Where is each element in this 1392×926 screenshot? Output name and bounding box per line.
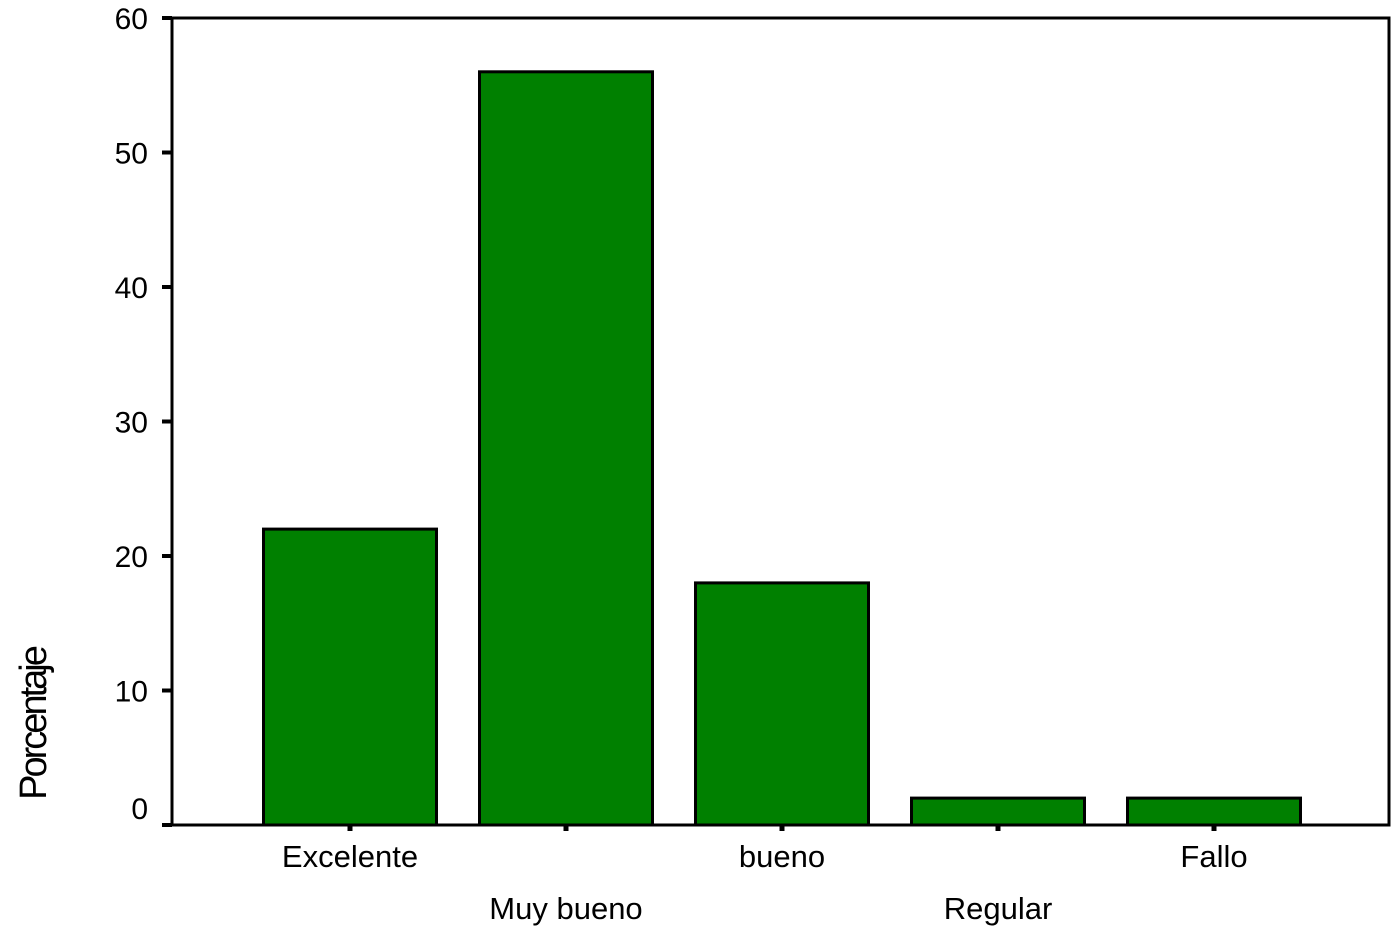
x-category-label: Muy bueno xyxy=(489,891,642,926)
x-category-label: Regular xyxy=(944,891,1053,926)
y-tick-label: 40 xyxy=(115,272,148,305)
bar-muy-bueno xyxy=(478,70,654,827)
y-axis-ticks: 0 10 20 30 40 50 60 xyxy=(115,3,172,827)
y-tick-label: 60 xyxy=(115,3,148,36)
y-tick-label: 0 xyxy=(131,793,148,826)
y-tick-label: 50 xyxy=(115,138,148,171)
y-tick-label: 30 xyxy=(115,407,148,440)
bar-bueno xyxy=(694,581,870,827)
x-category-label: Fallo xyxy=(1180,839,1247,874)
x-axis-ticks: Excelente Muy bueno bueno Regular Fallo xyxy=(282,825,1248,926)
bar-excelente xyxy=(262,527,438,827)
y-tick-label: 20 xyxy=(115,541,148,574)
bars xyxy=(262,70,1302,827)
x-category-label: bueno xyxy=(739,839,825,874)
y-tick-label: 10 xyxy=(115,676,148,709)
bar-fallo xyxy=(1126,796,1302,827)
y-axis-title: Porcentaje xyxy=(13,646,55,800)
bar-regular xyxy=(910,796,1086,827)
x-category-label: Excelente xyxy=(282,839,418,874)
